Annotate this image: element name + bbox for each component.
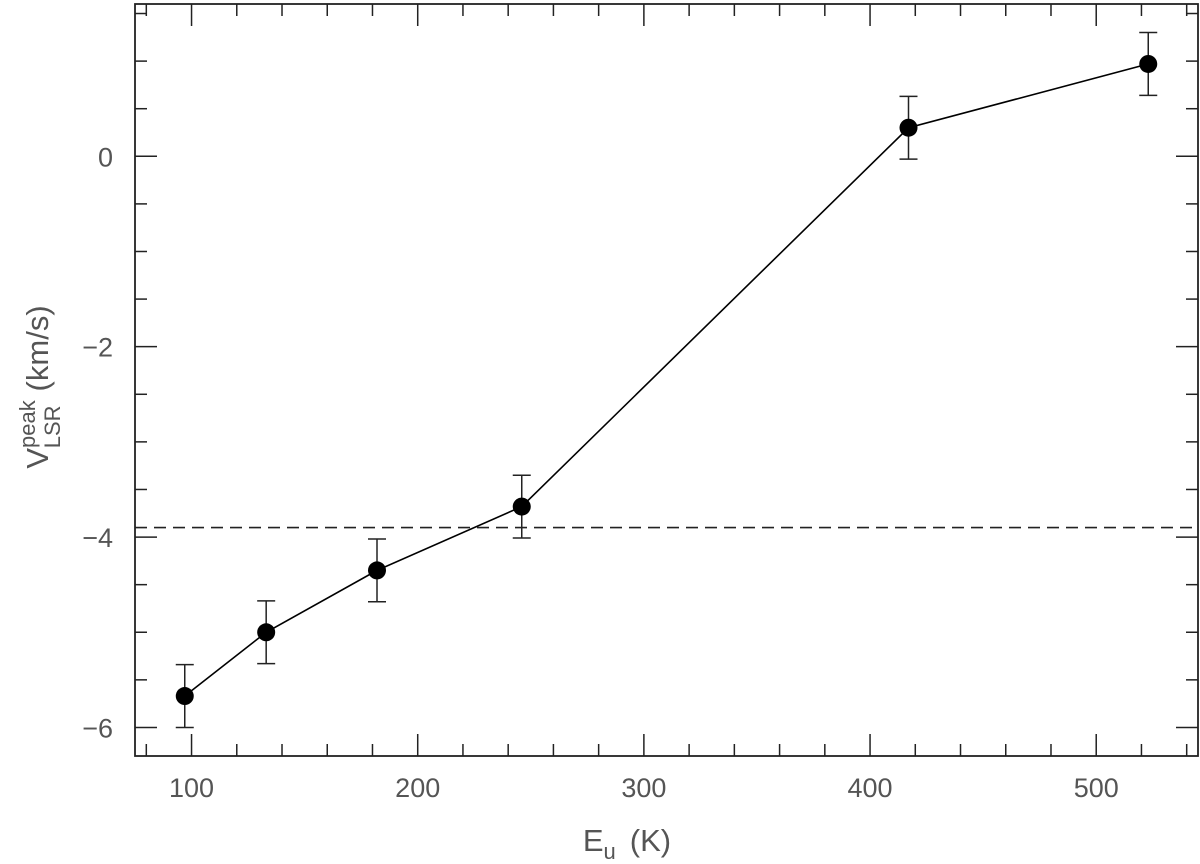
y-axis-title-sup: peak [15, 399, 40, 448]
y-tick-label: −4 [82, 523, 113, 553]
x-tick-label: 400 [848, 773, 893, 803]
y-tick-label: −2 [82, 333, 113, 363]
y-axis-title: VpeakLSR (km/s) [15, 305, 65, 468]
data-point [175, 687, 194, 706]
data-point [257, 623, 276, 642]
x-axis-title-main: E [583, 823, 604, 858]
y-tick-labels: −6 −4 −2 0 [82, 142, 113, 743]
data-points [175, 54, 1158, 706]
x-tick-labels: 100 200 300 400 500 [169, 773, 1119, 803]
y-axis-title-sub: LSR [40, 405, 65, 448]
y-tick-label: −6 [82, 713, 113, 743]
error-bars [175, 31, 1158, 729]
y-tick-label: 0 [98, 142, 113, 172]
series-line [184, 63, 1149, 697]
x-tick-label: 100 [169, 773, 214, 803]
major-ticks [135, 4, 1198, 756]
x-axis-title: Eu (K) [583, 823, 671, 864]
x-axis-title-unit: (K) [630, 823, 671, 858]
plot-frame [134, 3, 1199, 757]
data-point [1139, 54, 1158, 73]
x-axis-title-sub: u [604, 839, 616, 864]
x-tick-label: 300 [621, 773, 666, 803]
y-axis-title-unit: (km/s) [20, 305, 55, 391]
x-tick-label: 500 [1074, 773, 1119, 803]
data-point [899, 118, 918, 137]
x-tick-label: 200 [395, 773, 440, 803]
minor-ticks [135, 4, 1198, 756]
data-point [368, 561, 387, 580]
y-axis-title-main: V [20, 448, 55, 469]
data-point [512, 497, 531, 516]
